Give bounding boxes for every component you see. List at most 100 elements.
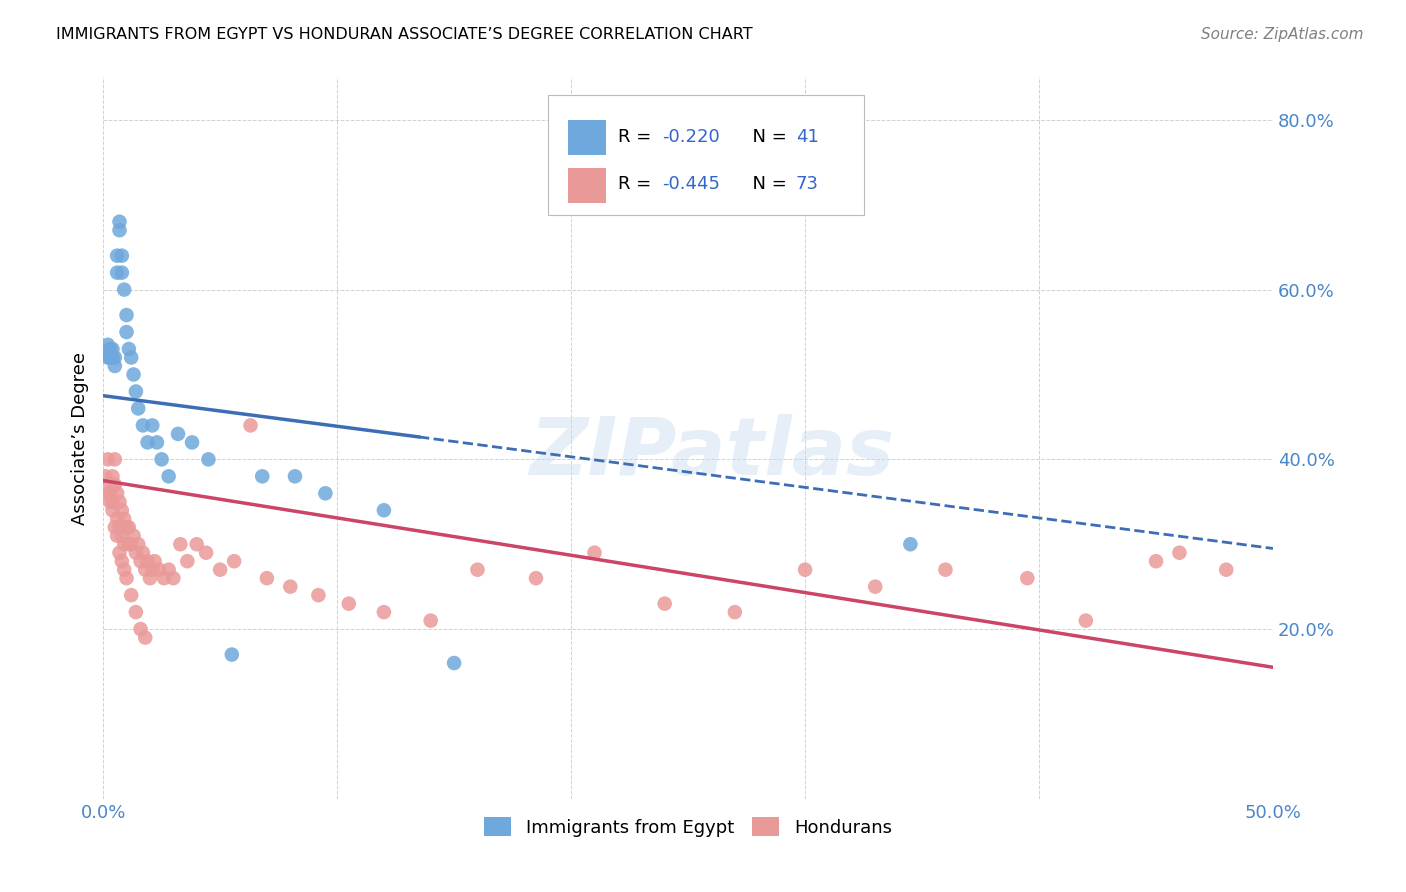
Point xyxy=(108,520,131,534)
Point xyxy=(724,605,747,619)
Point xyxy=(108,546,131,560)
Point xyxy=(111,554,134,568)
Point xyxy=(111,249,134,263)
Point xyxy=(122,529,145,543)
Point xyxy=(148,563,170,577)
Point xyxy=(108,215,131,229)
Point xyxy=(197,452,219,467)
Point xyxy=(98,495,121,509)
Point xyxy=(129,622,152,636)
Point xyxy=(186,537,208,551)
Point xyxy=(373,503,395,517)
Point xyxy=(157,469,180,483)
Point xyxy=(278,580,301,594)
Point xyxy=(337,597,360,611)
Point xyxy=(101,351,124,365)
Point xyxy=(105,512,128,526)
Point xyxy=(139,571,162,585)
Point xyxy=(162,571,184,585)
Point xyxy=(115,325,138,339)
FancyBboxPatch shape xyxy=(568,120,606,154)
Point xyxy=(1017,571,1039,585)
Point xyxy=(104,452,127,467)
Point xyxy=(112,537,135,551)
Point xyxy=(583,546,606,560)
Point xyxy=(98,478,121,492)
Point xyxy=(141,418,163,433)
Point xyxy=(307,588,329,602)
Text: 41: 41 xyxy=(796,128,818,145)
Point xyxy=(94,346,117,360)
Point xyxy=(256,571,278,585)
Legend: Immigrants from Egypt, Hondurans: Immigrants from Egypt, Hondurans xyxy=(477,810,898,844)
Point xyxy=(934,563,956,577)
Point xyxy=(112,563,135,577)
Point xyxy=(98,351,121,365)
Y-axis label: Associate’s Degree: Associate’s Degree xyxy=(72,351,89,524)
Text: Source: ZipAtlas.com: Source: ZipAtlas.com xyxy=(1201,27,1364,42)
Point xyxy=(111,266,134,280)
Text: 73: 73 xyxy=(796,175,818,194)
Point xyxy=(239,418,262,433)
Point xyxy=(105,266,128,280)
Point xyxy=(176,554,198,568)
Point xyxy=(101,503,124,517)
Point xyxy=(104,478,127,492)
Point xyxy=(105,249,128,263)
Text: R =: R = xyxy=(617,128,657,145)
Point xyxy=(97,452,120,467)
Point xyxy=(125,546,148,560)
Point xyxy=(132,546,155,560)
Point xyxy=(129,554,152,568)
Point xyxy=(101,495,124,509)
Point xyxy=(101,351,124,365)
Point xyxy=(221,648,243,662)
Point xyxy=(111,503,134,517)
Text: ZIPatlas: ZIPatlas xyxy=(529,414,894,491)
Text: -0.220: -0.220 xyxy=(662,128,720,145)
Point xyxy=(120,537,142,551)
Point xyxy=(101,342,124,356)
Point xyxy=(105,486,128,500)
Text: N =: N = xyxy=(741,128,792,145)
Point xyxy=(146,435,169,450)
Point xyxy=(195,546,218,560)
Point xyxy=(1168,546,1191,560)
Point xyxy=(118,342,141,356)
Point xyxy=(1215,563,1237,577)
Point xyxy=(524,571,547,585)
Point xyxy=(120,351,142,365)
Point xyxy=(97,351,120,365)
Point xyxy=(153,571,176,585)
Point xyxy=(115,520,138,534)
Point xyxy=(118,537,141,551)
Point xyxy=(134,563,156,577)
Point xyxy=(314,486,336,500)
Text: IMMIGRANTS FROM EGYPT VS HONDURAN ASSOCIATE’S DEGREE CORRELATION CHART: IMMIGRANTS FROM EGYPT VS HONDURAN ASSOCI… xyxy=(56,27,752,42)
Point xyxy=(98,342,121,356)
Point xyxy=(125,384,148,399)
Point xyxy=(111,529,134,543)
Point xyxy=(284,469,307,483)
FancyBboxPatch shape xyxy=(548,95,863,214)
Point xyxy=(443,656,465,670)
Point xyxy=(224,554,246,568)
Point xyxy=(134,631,156,645)
Point xyxy=(136,554,159,568)
Point xyxy=(104,520,127,534)
Point xyxy=(467,563,489,577)
Point xyxy=(97,338,120,352)
Point xyxy=(141,563,163,577)
Point xyxy=(373,605,395,619)
Point xyxy=(169,537,191,551)
Point xyxy=(252,469,274,483)
Point xyxy=(112,512,135,526)
Point xyxy=(101,469,124,483)
Point xyxy=(132,418,155,433)
Point xyxy=(104,359,127,373)
Point xyxy=(654,597,676,611)
Text: -0.445: -0.445 xyxy=(662,175,720,194)
Point xyxy=(127,401,149,416)
Point xyxy=(120,588,142,602)
Text: N =: N = xyxy=(741,175,792,194)
